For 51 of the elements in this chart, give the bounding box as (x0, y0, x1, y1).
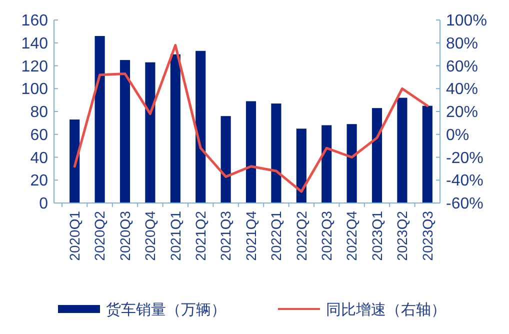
bar (170, 54, 180, 203)
bar (246, 101, 256, 203)
x-tick-label: 2020Q3 (116, 210, 133, 261)
bar (145, 62, 156, 203)
x-tick-label: 2022Q4 (344, 210, 360, 261)
x-tick-label: 2021Q4 (242, 210, 259, 261)
y-tick-label: 120 (21, 58, 48, 76)
y-tick-label: 40 (30, 150, 48, 167)
y2-tick-label: -60% (446, 196, 484, 213)
y2-tick-label: 80% (446, 35, 478, 52)
y-tick-label: 20 (30, 172, 48, 190)
x-tick-label: 2023Q3 (419, 210, 436, 261)
bar (346, 124, 357, 203)
y-tick-label: 140 (21, 35, 48, 52)
bar (296, 128, 306, 203)
y2-tick-label: -40% (446, 172, 484, 190)
bar (322, 125, 332, 203)
x-tick-label: 2020Q4 (142, 210, 158, 261)
bar (94, 36, 105, 203)
bar (70, 120, 80, 203)
bar (196, 50, 206, 203)
x-tick-label: 2023Q2 (394, 210, 410, 261)
y2-tick-label: 40% (446, 81, 478, 98)
x-tick-label: 2021Q2 (192, 210, 208, 261)
x-tick-label: 2023Q1 (368, 210, 385, 261)
y2-tick-label: 0% (446, 126, 470, 144)
x-tick-label: 2022Q3 (318, 210, 334, 261)
line-series (73, 44, 429, 193)
y2-tick-label: 20% (446, 104, 478, 122)
y-tick-label: 60 (30, 126, 48, 144)
legend-label: 货车销量（万辆） (106, 301, 226, 318)
y-tick-label: 160 (21, 12, 48, 30)
bar (372, 108, 382, 203)
legend-label: 同比增速（右轴） (326, 301, 446, 318)
x-tick-label: 2022Q1 (268, 210, 284, 261)
y-tick-label: 80 (30, 104, 48, 122)
x-tick-label: 2020Q1 (66, 210, 82, 261)
bar (397, 98, 408, 203)
y2-tick-label: 60% (446, 58, 478, 76)
y2-tick-label: 100% (446, 12, 487, 30)
y-tick-label: 100 (21, 81, 48, 98)
x-tick-label: 2020Q2 (92, 210, 108, 261)
y2-tick-label: -20% (446, 150, 484, 167)
bar (120, 60, 130, 203)
bar (271, 103, 282, 203)
y-tick-label: 0 (39, 196, 48, 213)
bar (220, 116, 231, 203)
x-tick-label: 2022Q2 (293, 210, 310, 261)
x-tick-label: 2021Q3 (218, 210, 234, 261)
x-tick-label: 2021Q1 (167, 210, 184, 261)
bar (422, 106, 432, 203)
